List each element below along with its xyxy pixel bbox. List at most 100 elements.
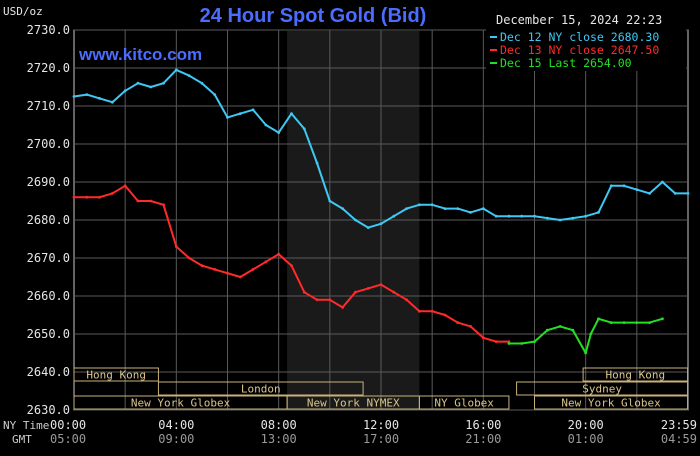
data-point xyxy=(302,127,306,131)
data-point xyxy=(315,298,319,302)
data-point xyxy=(277,131,281,135)
legend-label: Dec 13 NY close 2647.50 xyxy=(500,43,659,57)
session-label: NY Globex xyxy=(434,397,494,410)
data-point xyxy=(533,340,536,343)
data-point xyxy=(481,336,485,340)
x-tick-label-gmt: 09:00 xyxy=(158,432,194,446)
data-point xyxy=(507,214,511,218)
y-tick-label: 2630.0 xyxy=(27,403,70,417)
data-point xyxy=(533,214,536,218)
data-point xyxy=(584,214,588,218)
data-point xyxy=(354,218,357,222)
data-point xyxy=(430,309,434,313)
data-point xyxy=(520,214,524,218)
data-point xyxy=(456,321,460,324)
data-point xyxy=(328,199,332,203)
x-tick-label-gmt: 05:00 xyxy=(50,432,86,446)
data-point xyxy=(494,214,498,218)
data-point xyxy=(673,192,677,195)
session-label: New York Globex xyxy=(131,397,231,410)
x-tick-label-gmt: 04:59 xyxy=(661,432,697,446)
session-bar xyxy=(516,381,689,396)
data-point xyxy=(545,216,549,220)
grid xyxy=(74,29,688,411)
data-point xyxy=(379,222,383,226)
data-point xyxy=(507,342,511,345)
data-point xyxy=(481,207,485,211)
data-point xyxy=(469,325,472,328)
data-point xyxy=(661,180,664,184)
data-point xyxy=(405,298,408,302)
data-point xyxy=(661,317,664,321)
data-point xyxy=(417,203,421,207)
ny-time-label: NY Time xyxy=(3,419,49,432)
y-tick-label: 2640.0 xyxy=(27,365,70,379)
data-point xyxy=(98,97,101,100)
data-point xyxy=(648,321,652,324)
data-point xyxy=(110,192,114,195)
data-point xyxy=(328,298,332,302)
session-label: Hong Kong xyxy=(606,369,666,382)
data-point xyxy=(98,195,101,199)
data-point xyxy=(597,211,600,214)
y-axis: 2730.0 2720.0 2710.0 2700.0 2690.0 2680.0 2670… xyxy=(27,23,70,417)
session-label: London xyxy=(241,383,281,396)
data-point xyxy=(558,325,562,328)
data-point xyxy=(366,287,370,290)
data-point xyxy=(635,321,639,324)
data-point xyxy=(72,95,76,98)
data-point xyxy=(251,268,255,271)
data-point xyxy=(366,226,370,230)
data-point xyxy=(123,184,127,188)
data-point xyxy=(494,340,498,343)
data-point xyxy=(571,216,575,220)
timestamp: December 15, 2024 22:23 xyxy=(496,13,662,27)
data-point xyxy=(341,306,345,309)
session-bar xyxy=(73,367,159,382)
series-line-dec-15 xyxy=(508,317,663,354)
data-point xyxy=(238,275,242,279)
data-point xyxy=(648,192,652,195)
data-point xyxy=(238,112,242,115)
data-point xyxy=(392,214,396,218)
y-tick-label: 2650.0 xyxy=(27,327,70,341)
x-tick-label-ny: 16:00 xyxy=(465,418,501,432)
data-point xyxy=(302,290,306,294)
session-label: Sydney xyxy=(582,383,622,396)
data-point xyxy=(110,100,114,104)
y-tick-label: 2700.0 xyxy=(27,137,70,151)
data-point xyxy=(589,332,593,336)
data-point xyxy=(149,199,153,203)
data-point xyxy=(213,93,217,96)
data-point xyxy=(558,218,562,222)
x-tick-label-ny: 00:00 xyxy=(50,418,86,432)
data-point xyxy=(430,203,434,207)
data-point xyxy=(226,116,229,119)
data-point xyxy=(584,351,588,355)
y-tick-label: 2710.0 xyxy=(27,99,70,113)
data-point xyxy=(456,207,460,211)
data-point xyxy=(187,256,191,260)
brand-watermark: www.kitco.com xyxy=(78,45,202,64)
x-tick-label-ny: 23:59 xyxy=(661,418,697,432)
chart-title: 24 Hour Spot Gold (Bid) xyxy=(200,5,427,27)
data-point xyxy=(622,321,626,324)
data-point xyxy=(635,188,639,192)
y-tick-label: 2680.0 xyxy=(27,213,70,227)
y-tick-label: 2690.0 xyxy=(27,175,70,189)
data-point xyxy=(200,264,204,267)
x-tick-label-gmt: 13:00 xyxy=(261,432,297,446)
y-tick-label: 2660.0 xyxy=(27,289,70,303)
data-point xyxy=(469,211,472,214)
data-point xyxy=(162,81,165,85)
data-point xyxy=(200,81,204,85)
x-tick-label-ny: 20:00 xyxy=(568,418,604,432)
y-tick-label: 2670.0 xyxy=(27,251,70,265)
data-point xyxy=(571,328,575,332)
x-tick-label-ny: 12:00 xyxy=(363,418,399,432)
data-point xyxy=(251,108,255,112)
